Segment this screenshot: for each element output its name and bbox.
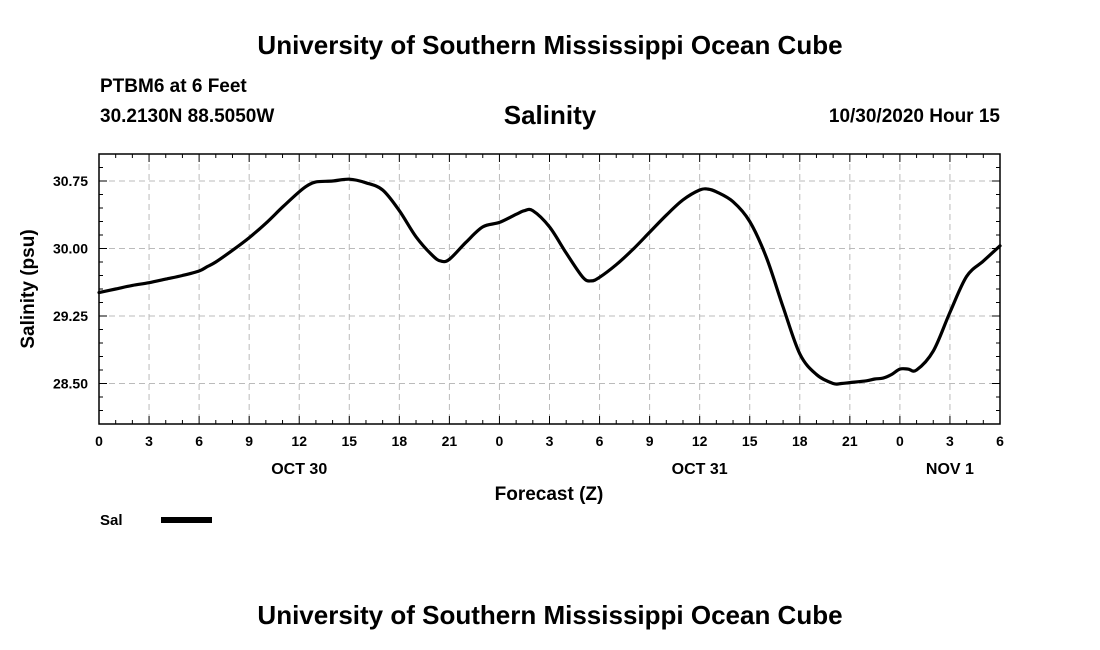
station-coordinates: 30.2130N 88.5050W [100,106,275,127]
x-tick-label: 18 [792,433,808,449]
x-tick-label: 0 [496,433,504,449]
x-tick-label: 3 [946,433,954,449]
x-tick-label: 6 [596,433,604,449]
plot-frame [98,153,1001,425]
forecast-datetime: 10/30/2020 Hour 15 [828,106,1000,127]
x-tick-label: 15 [341,433,357,449]
x-date-label: NOV 1 [926,461,974,478]
x-tick-label: 21 [842,433,858,449]
x-tick-label: 3 [546,433,554,449]
legend-label-sal: Sal [100,512,123,529]
series-line-sal [97,177,1002,386]
series-layer [97,177,1002,386]
x-tick-label: 9 [646,433,654,449]
x-tick-label: 6 [996,433,1004,449]
x-tick-label: 0 [95,433,103,449]
y-tick-label: 28.50 [53,376,88,392]
page-title: University of Southern Mississippi Ocean… [257,30,843,60]
x-tick-label: 0 [896,433,904,449]
x-date-label: OCT 31 [672,461,728,478]
x-tick-label: 21 [442,433,458,449]
grid-lines [99,154,1000,424]
x-tick-label: 3 [145,433,153,449]
chart-title: Salinity [503,100,597,130]
y-tick-label: 30.00 [53,241,88,257]
x-tick-label: 15 [742,433,758,449]
footer-title: University of Southern Mississippi Ocean… [257,600,843,630]
x-date-label: OCT 30 [271,461,327,478]
axis-labels: 0 3 6 9 12 15 18 21 0 3 6 9 12 15 18 21 0 3 6 28.50 29.25 30.… [53,173,1004,478]
y-axis-title: Salinity (psu) [18,229,39,348]
station-label: PTBM6 at 6 Feet [100,76,247,97]
x-tick-label: 9 [245,433,253,449]
x-tick-label: 12 [291,433,307,449]
x-tick-label: 6 [195,433,203,449]
y-tick-label: 29.25 [53,308,88,324]
x-tick-label: 12 [692,433,708,449]
x-axis-title: Forecast (Z) [495,484,604,505]
x-tick-label: 18 [392,433,408,449]
y-tick-label: 30.75 [53,173,88,189]
